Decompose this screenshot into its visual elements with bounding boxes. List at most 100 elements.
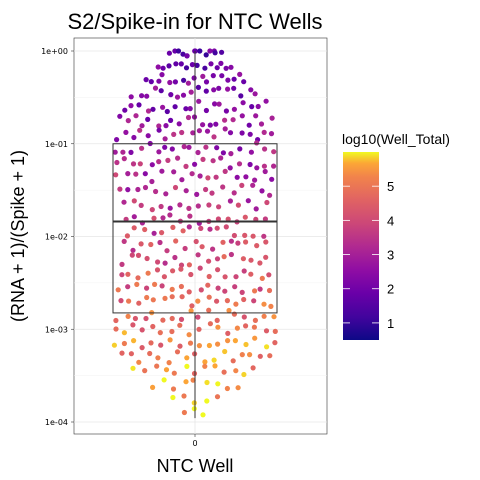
data-point — [177, 322, 183, 328]
data-point — [119, 272, 125, 278]
data-point — [222, 274, 228, 280]
data-point — [250, 365, 256, 371]
data-point — [261, 163, 267, 169]
data-point — [227, 130, 234, 136]
data-point — [181, 393, 187, 399]
legend-tick-label: 4 — [387, 213, 394, 228]
data-point — [227, 165, 233, 171]
data-point — [228, 64, 234, 70]
data-point — [178, 283, 184, 290]
data-point — [206, 342, 212, 349]
data-point — [191, 400, 197, 406]
data-point — [176, 121, 182, 127]
data-point — [220, 184, 226, 190]
point-cloud — [111, 48, 278, 418]
data-point — [272, 328, 278, 334]
data-point — [159, 283, 165, 289]
data-point — [170, 268, 176, 274]
data-point — [182, 245, 188, 252]
data-point — [142, 226, 148, 233]
data-point — [167, 212, 173, 218]
data-point — [236, 161, 243, 167]
data-point — [183, 379, 189, 385]
data-point — [166, 360, 172, 366]
data-point — [170, 224, 176, 230]
data-point — [223, 224, 229, 230]
data-point — [194, 62, 200, 68]
data-point — [235, 240, 241, 246]
data-point — [183, 163, 189, 169]
data-point — [198, 287, 204, 293]
data-point — [172, 104, 178, 110]
data-point — [218, 60, 224, 66]
data-point — [237, 146, 243, 152]
data-point — [160, 65, 166, 71]
data-point — [200, 412, 206, 418]
data-point — [204, 128, 211, 134]
data-point — [204, 379, 210, 386]
data-point — [113, 326, 119, 332]
data-point — [144, 294, 150, 301]
data-point — [235, 202, 241, 208]
data-point — [198, 225, 204, 231]
data-point — [204, 398, 210, 404]
data-point — [206, 294, 212, 300]
data-point — [247, 131, 253, 137]
data-point — [155, 259, 161, 265]
data-point — [114, 137, 120, 143]
data-point — [125, 187, 131, 193]
data-point — [219, 73, 225, 79]
data-point — [230, 358, 236, 364]
data-point — [226, 307, 232, 314]
data-point — [247, 161, 253, 168]
data-point — [133, 171, 139, 177]
data-point — [253, 113, 259, 119]
data-point — [139, 345, 145, 351]
data-point — [215, 341, 221, 347]
data-point — [225, 338, 231, 344]
data-point — [179, 177, 185, 183]
data-point — [269, 115, 275, 121]
data-point — [115, 287, 121, 293]
data-point — [222, 288, 228, 294]
data-point — [164, 108, 170, 115]
data-point — [142, 171, 148, 177]
data-point — [215, 216, 221, 222]
data-point — [210, 158, 216, 164]
data-point — [233, 274, 239, 280]
data-point — [155, 64, 161, 70]
data-point — [167, 79, 173, 86]
data-point — [169, 286, 175, 292]
data-point — [123, 129, 129, 135]
data-point — [156, 149, 162, 155]
data-point — [222, 348, 228, 355]
data-point — [179, 294, 185, 300]
data-point — [239, 182, 245, 188]
data-point — [262, 216, 268, 222]
data-point — [162, 295, 168, 301]
data-point — [139, 123, 145, 129]
data-point — [261, 129, 267, 135]
data-point — [130, 322, 136, 328]
data-point — [243, 239, 249, 245]
data-point — [167, 205, 173, 211]
boxplot — [112, 51, 278, 419]
data-point — [214, 145, 220, 151]
data-point — [119, 261, 125, 267]
data-point — [131, 198, 137, 204]
data-point — [196, 326, 202, 332]
data-point — [180, 228, 186, 234]
data-point — [160, 215, 166, 221]
data-point — [172, 184, 179, 191]
data-point — [165, 157, 171, 163]
data-point — [191, 406, 197, 412]
data-point — [189, 303, 195, 309]
data-point — [233, 368, 239, 374]
data-point — [192, 161, 198, 167]
data-point — [163, 123, 169, 129]
data-point — [271, 163, 277, 169]
color-legend: log10(Well_Total) 1 2 3 4 5 — [342, 131, 450, 340]
data-point — [173, 238, 179, 244]
data-point — [125, 271, 131, 277]
data-point — [177, 343, 183, 349]
